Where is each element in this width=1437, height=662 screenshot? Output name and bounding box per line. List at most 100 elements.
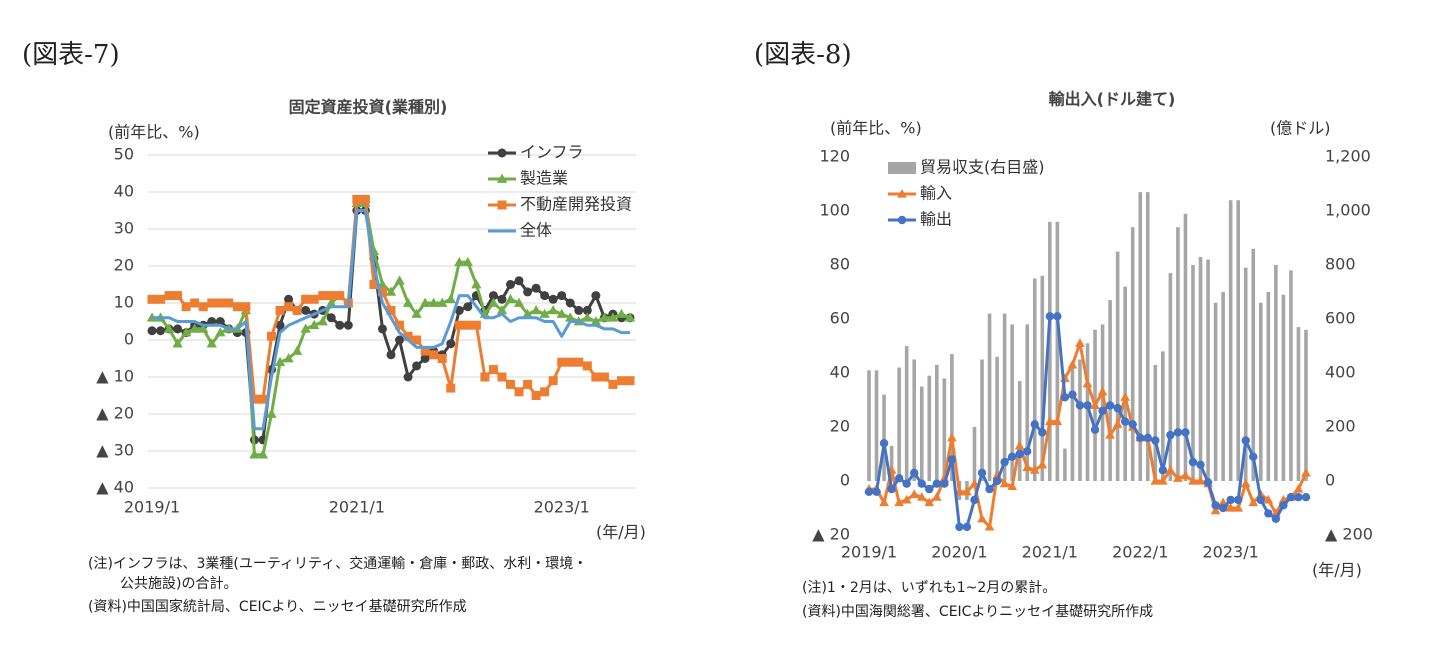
point [206,338,217,348]
point [1105,430,1115,439]
legend-marker [897,188,907,198]
point [1263,494,1274,504]
point [284,302,294,312]
point [894,497,904,507]
point [984,521,995,531]
y-tick-label: ▲ 40 [96,478,134,497]
point [1158,466,1168,475]
point [1007,452,1017,461]
point [326,313,336,323]
point [910,468,919,478]
point [977,513,987,523]
point [172,338,183,348]
point [1023,447,1032,456]
point [1211,501,1220,510]
point [608,379,618,389]
point [395,335,405,345]
point [940,479,949,488]
point [480,372,490,382]
point [198,323,209,333]
point [274,356,286,367]
point [582,305,592,315]
point [901,494,912,504]
point [864,487,874,496]
legend-marker [497,148,507,158]
bar [1304,329,1308,481]
point [556,308,567,318]
point [574,305,584,315]
bar [1063,448,1067,481]
point [309,294,319,304]
point [531,283,541,293]
point [173,291,183,301]
y-tick-label: 20 [830,417,850,436]
legend-label: 貿易収支(右目盛) [920,158,1045,177]
point [395,320,405,330]
point [1053,312,1062,321]
y-tick-label: ▲ 20 [812,525,850,544]
point [1158,475,1168,485]
point [317,316,328,326]
legend-marker [497,200,507,210]
y-tick-label: 40 [114,182,134,201]
bar [1032,278,1037,481]
y2-axis-label: (億ドル) [1270,119,1331,138]
bar [935,364,939,481]
point [385,286,397,296]
x-axis-label: (年/月) [596,523,646,542]
bar [889,445,894,481]
bar [1108,300,1112,481]
point [377,287,387,297]
point [531,391,541,400]
point [932,479,942,488]
point [147,294,157,304]
point [488,365,498,375]
bar [1002,313,1007,481]
point [1015,449,1024,459]
point [1105,401,1115,410]
bar [1221,292,1225,481]
point [962,522,972,532]
point [386,305,396,315]
point [955,522,964,532]
bar [995,356,999,481]
point [241,302,251,312]
bar [1078,359,1082,481]
point [977,468,987,478]
point [1014,440,1025,450]
note: 公共施設)の合計。 [120,576,237,592]
point [403,372,413,382]
point [1195,475,1206,485]
point [616,376,626,386]
bar [1017,381,1022,481]
point [454,305,464,315]
bar [1183,213,1188,481]
chart-title: 固定資産投資(業種別) [289,98,448,117]
point [879,439,889,448]
point [624,312,636,322]
bar [942,378,947,481]
bar [1040,275,1045,481]
point [1279,501,1288,510]
point [369,280,379,289]
point [1143,433,1152,442]
chart-title: 輸出入(ドル建て) [1049,90,1176,109]
y2-tick-label: 400 [1325,363,1356,382]
y-tick-label: ▲ 10 [96,367,134,386]
note: (資料)中国国家統計局、CEICより、ニッセイ基礎研究所作成 [88,598,467,615]
point [1083,401,1092,410]
bar [1115,251,1120,481]
point [514,387,524,397]
point [488,291,498,301]
bar [972,427,977,481]
bar [1243,267,1248,481]
point [318,291,328,301]
point [258,394,268,404]
point [962,486,972,496]
point [181,302,191,312]
point [1067,359,1078,369]
point [292,305,302,315]
point [1022,462,1033,472]
y-tick-label: 50 [114,145,134,164]
bar [1176,227,1180,481]
